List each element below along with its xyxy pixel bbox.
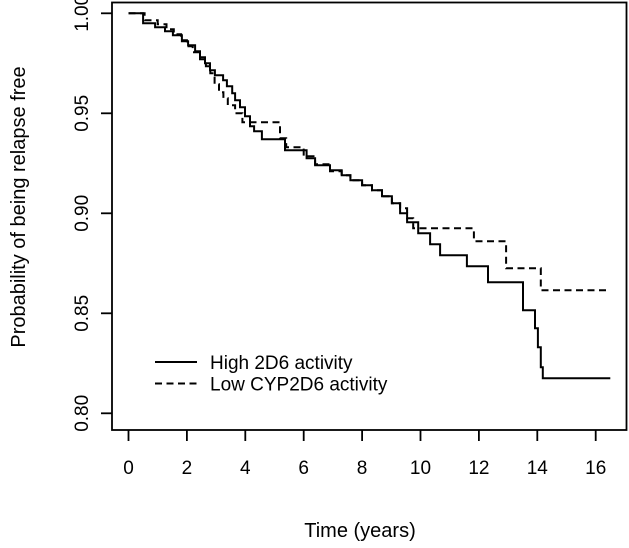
x-tick-label: 2 [182,458,193,479]
legend-label-high-2d6: High 2D6 activity [210,353,353,374]
y-tick-label: 0.90 [72,195,93,232]
legend: High 2D6 activity Low CYP2D6 activity [155,353,388,396]
y-tick-label: 0.95 [72,95,93,132]
x-tick-label: 12 [468,458,489,479]
x-tick-label: 16 [585,458,606,479]
x-tick-label: 6 [298,458,309,479]
x-tick-label: 14 [527,458,549,479]
x-tick-label: 4 [240,458,251,479]
legend-label-low-cyp2d6: Low CYP2D6 activity [210,375,388,396]
x-tick-label: 10 [410,458,431,479]
y-tick-label: 1.00 [72,0,93,32]
curve-low-cyp2d6-activity [128,12,607,292]
curve-high-2d6-activity [128,12,611,380]
y-axis-title: Probability of being relapse free [8,66,30,347]
x-tick-label: 0 [123,458,134,479]
x-axis-title: Time (years) [304,520,415,542]
y-tick-label: 0.85 [72,295,93,332]
plot-border [111,1,628,431]
y-tick-label: 0.80 [72,395,93,432]
x-tick-label: 8 [357,458,368,479]
